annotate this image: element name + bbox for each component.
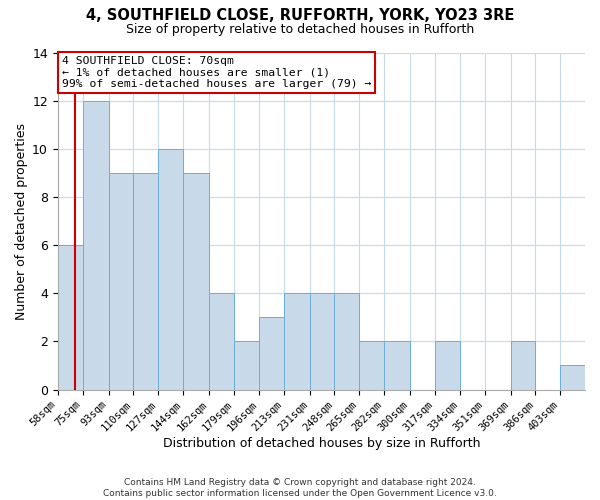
Y-axis label: Number of detached properties: Number of detached properties bbox=[15, 122, 28, 320]
Bar bbox=[234, 342, 259, 390]
Bar bbox=[384, 342, 410, 390]
Bar bbox=[58, 245, 83, 390]
Bar bbox=[133, 173, 158, 390]
Text: 4, SOUTHFIELD CLOSE, RUFFORTH, YORK, YO23 3RE: 4, SOUTHFIELD CLOSE, RUFFORTH, YORK, YO2… bbox=[86, 8, 514, 22]
Bar bbox=[560, 366, 585, 390]
Bar bbox=[511, 342, 535, 390]
Bar bbox=[334, 293, 359, 390]
Bar bbox=[183, 173, 209, 390]
Bar bbox=[359, 342, 384, 390]
Bar bbox=[284, 293, 310, 390]
Text: 4 SOUTHFIELD CLOSE: 70sqm
← 1% of detached houses are smaller (1)
99% of semi-de: 4 SOUTHFIELD CLOSE: 70sqm ← 1% of detach… bbox=[62, 56, 371, 90]
Bar bbox=[158, 149, 183, 390]
Text: Contains HM Land Registry data © Crown copyright and database right 2024.
Contai: Contains HM Land Registry data © Crown c… bbox=[103, 478, 497, 498]
X-axis label: Distribution of detached houses by size in Rufforth: Distribution of detached houses by size … bbox=[163, 437, 480, 450]
Bar bbox=[209, 293, 234, 390]
Bar bbox=[83, 100, 109, 390]
Bar bbox=[259, 318, 284, 390]
Bar bbox=[435, 342, 460, 390]
Bar bbox=[310, 293, 334, 390]
Text: Size of property relative to detached houses in Rufforth: Size of property relative to detached ho… bbox=[126, 22, 474, 36]
Bar bbox=[109, 173, 133, 390]
